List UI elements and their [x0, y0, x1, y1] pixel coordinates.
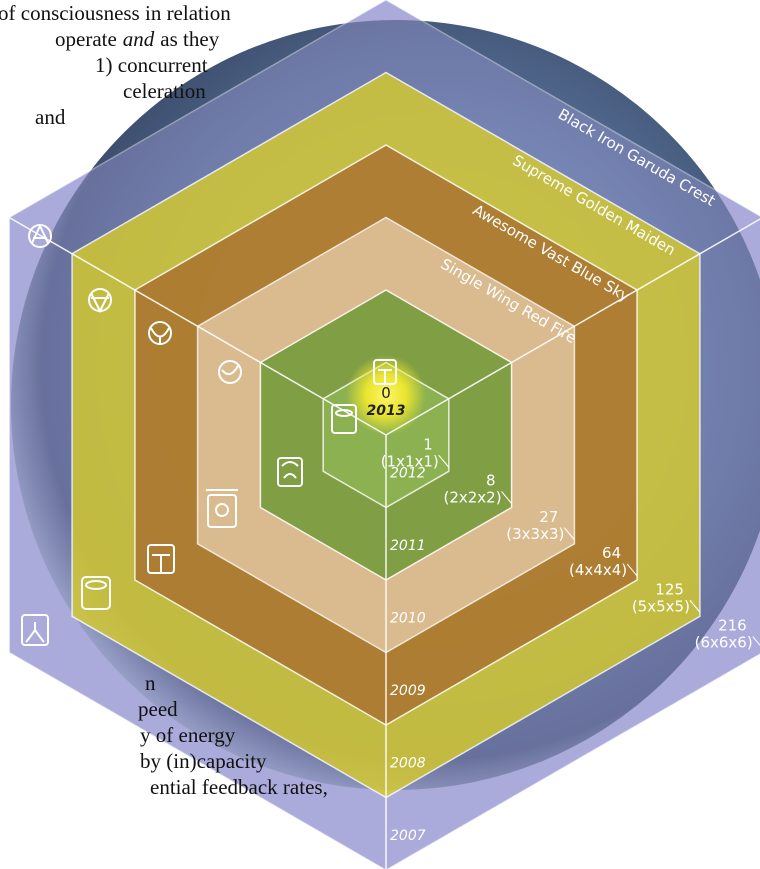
ring-year: 2007 — [390, 828, 426, 844]
text-line: n — [145, 671, 156, 695]
text: 1) concurrent — [95, 53, 208, 77]
text: n — [145, 671, 156, 695]
rings — [9, 0, 760, 869]
ring-formula: (4x4x4) — [569, 561, 627, 579]
text-line: celeration — [123, 79, 206, 103]
text: celeration — [123, 79, 206, 103]
text-line: by (in)capacity — [140, 749, 267, 773]
text-line: ential feedback rates, — [150, 775, 328, 799]
ring-value: 1 — [423, 435, 433, 453]
center-value: 0 — [381, 384, 391, 402]
text-line: peed — [138, 697, 178, 721]
text: operate — [55, 27, 117, 51]
text: of consciousness in relation — [0, 1, 231, 25]
ring-formula: (2x2x2) — [443, 489, 501, 507]
ring-year: 2010 — [390, 611, 426, 627]
text-italic: and — [123, 27, 155, 51]
ring-year: 2009 — [390, 683, 426, 699]
center-year: 2013 — [367, 403, 406, 419]
diagram: Black Iron Garuda Crest216(6x6x6)2007Sup… — [0, 0, 760, 869]
text-line: and — [35, 105, 66, 129]
ring-formula: (3x3x3) — [506, 525, 564, 543]
text-line: 1) concurrent — [95, 53, 208, 77]
ring-value: 216 — [718, 617, 747, 635]
ring-formula: (6x6x6) — [695, 634, 753, 652]
ring-year: 2012 — [390, 466, 426, 482]
ring-formula: (5x5x5) — [632, 597, 690, 615]
text-line: of consciousness in relation — [0, 1, 231, 25]
ring-year: 2011 — [390, 538, 426, 554]
text: as they — [160, 27, 219, 51]
text: by (in)capacity — [140, 749, 267, 773]
ring-value: 27 — [539, 508, 558, 526]
ring-year: 2008 — [390, 756, 426, 772]
ring-value: 125 — [655, 580, 684, 598]
text: ential feedback rates, — [150, 775, 328, 799]
text: peed — [138, 697, 178, 721]
ring-value: 64 — [602, 544, 621, 562]
text-line: y of energy — [140, 723, 236, 747]
ring-value: 8 — [486, 472, 496, 490]
text: and — [35, 105, 66, 129]
text: y of energy — [140, 723, 236, 747]
